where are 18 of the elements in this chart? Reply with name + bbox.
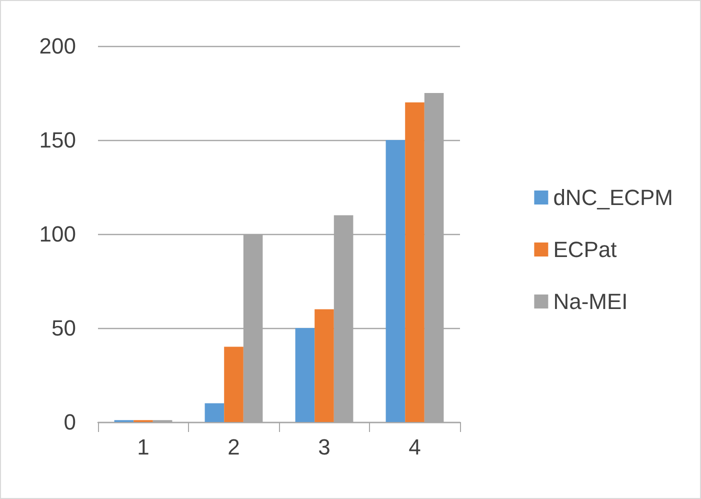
- y-tick-label: 150: [39, 128, 76, 152]
- y-tick-label: 100: [39, 222, 76, 246]
- legend-label: dNC_ECPM: [553, 185, 674, 210]
- legend-label: ECPat: [553, 237, 617, 262]
- bar: [386, 140, 406, 422]
- x-tick-label: 1: [137, 434, 150, 460]
- x-tick-label: 2: [228, 434, 240, 460]
- bar: [224, 346, 244, 422]
- x-tick-label: 3: [318, 434, 330, 460]
- bar: [204, 403, 224, 422]
- bar: [314, 309, 334, 422]
- y-tick-label: 200: [39, 34, 76, 58]
- legend-label: Na-MEI: [553, 289, 628, 314]
- bar: [295, 328, 315, 422]
- y-tick-label: 0: [64, 410, 76, 434]
- bar: [405, 102, 424, 422]
- y-tick-label: 50: [52, 316, 76, 340]
- x-tick-label: 4: [408, 434, 421, 460]
